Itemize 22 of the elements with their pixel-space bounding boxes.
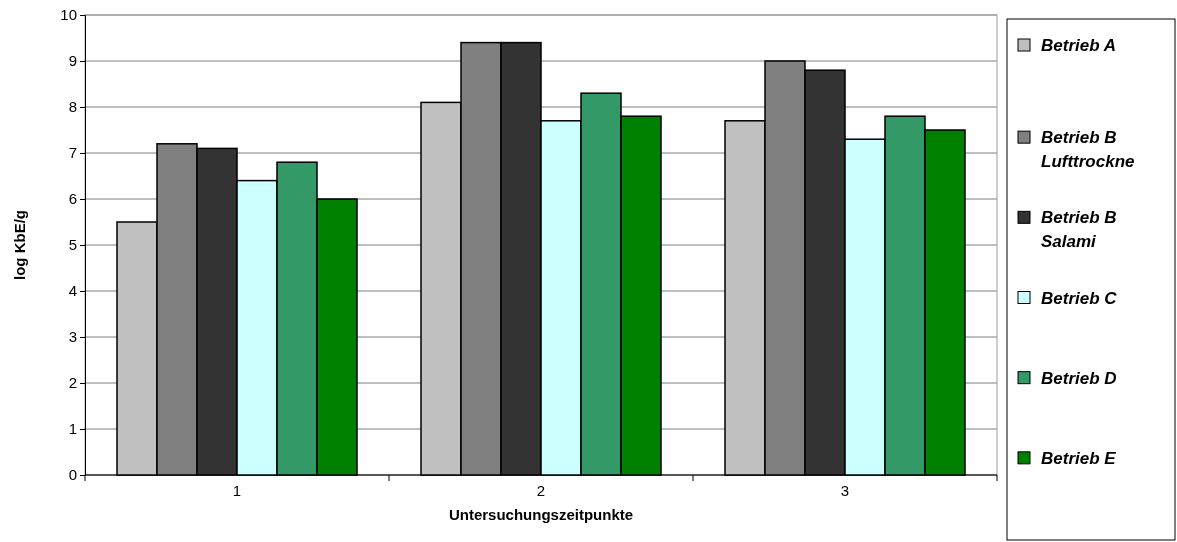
legend-label: Betrieb E [1041,448,1117,468]
y-tick-label: 10 [60,6,77,24]
legend-label: Betrieb A [1041,36,1116,55]
x-tick-label: 3 [840,482,850,499]
y-tick-label: 0 [68,466,77,484]
legend-label: Betrieb C [1041,288,1118,308]
y-tick-label: 7 [68,144,77,162]
x-tick-label: 1 [232,482,242,499]
legend-label: Betrieb B Lufttrockne [1041,128,1135,172]
y-tick-label: 4 [68,282,77,300]
x-axis-title: Untersuchungszeitpunkte [448,506,634,523]
legend-label: Betrieb B Salami [1041,208,1117,252]
y-tick-label: 3 [68,328,77,346]
legend-label: Betrieb D [1041,368,1117,388]
y-axis-title: log KbE/g [11,210,28,280]
y-tick-label: 8 [68,98,77,116]
y-tick-label: 1 [68,420,77,438]
x-tick-label: 2 [536,482,546,499]
y-tick-label: 5 [68,236,77,254]
y-tick-label: 6 [68,190,77,208]
y-tick-label: 9 [68,52,77,70]
y-tick-label: 2 [68,374,77,392]
